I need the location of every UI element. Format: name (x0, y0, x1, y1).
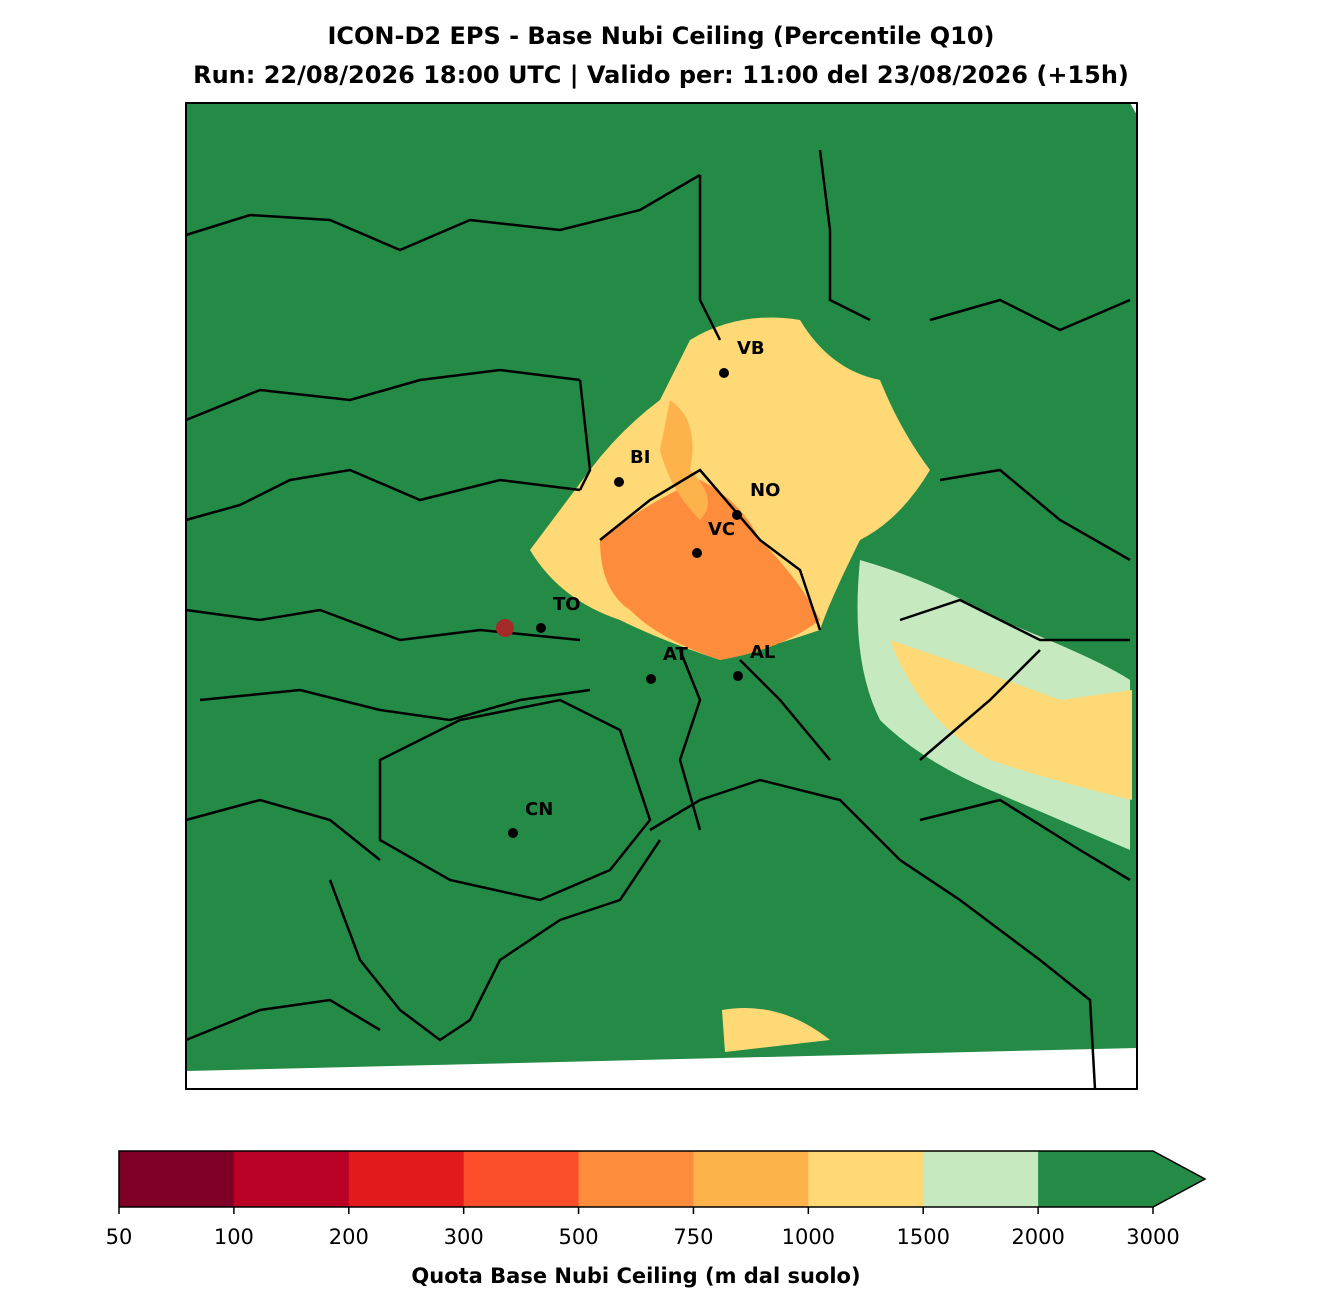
colorbar-tick-label: 100 (214, 1225, 254, 1249)
zone-1000 (890, 640, 1132, 800)
city-point (508, 828, 518, 838)
city-point (646, 674, 656, 684)
city-label: CN (525, 799, 553, 820)
colorbar-tick-label: 200 (329, 1225, 369, 1249)
city-point (614, 477, 624, 487)
colorbar-tick-label: 2000 (1011, 1225, 1064, 1249)
colorbar-segment (923, 1151, 1039, 1207)
city-point (719, 368, 729, 378)
colorbar-tick-label: 750 (673, 1225, 713, 1249)
colorbar-segment (463, 1151, 580, 1207)
city-point (692, 548, 702, 558)
colorbar-segment (233, 1151, 350, 1207)
colorbar-segment (348, 1151, 465, 1207)
zone-750 (660, 400, 708, 520)
zone-500 (600, 480, 820, 660)
colorbar-tick-label: 500 (559, 1225, 599, 1249)
colorbar-segment (693, 1151, 809, 1207)
map-frame (185, 102, 1138, 1090)
city-label: TO (553, 594, 581, 615)
colorbar-segment (808, 1151, 924, 1207)
location-marker (496, 619, 514, 637)
colorbar-tick-label: 3000 (1126, 1225, 1179, 1249)
zone-1000 (722, 1008, 830, 1052)
city-label: AT (663, 644, 689, 665)
colorbar-extension (1153, 1151, 1205, 1207)
colorbar-tick-label: 1500 (896, 1225, 949, 1249)
colorbar-outline (118, 1150, 1207, 1208)
colorbar-segment (1038, 1151, 1154, 1207)
colorbar-tick-label: 1000 (782, 1225, 835, 1249)
city-point (536, 623, 546, 633)
colorbar-tick-label: 300 (444, 1225, 484, 1249)
colorbar-label: Quota Base Nubi Ceiling (m dal suolo) (411, 1264, 860, 1288)
boundaries (185, 149, 1131, 1090)
colorbar: 50 100 200 300 500 750 1000 1500 2000 3000 (106, 1150, 1207, 1249)
title: ICON-D2 EPS - Base Nubi Ceiling (Percent… (327, 22, 994, 50)
colorbar-segment (578, 1151, 694, 1207)
city-label: VC (708, 519, 735, 540)
subtitle: Run: 22/08/2026 18:00 UTC | Valido per: … (193, 61, 1129, 89)
city-label: AL (750, 642, 775, 663)
city-point (733, 671, 743, 681)
map: VB BI NO VC TO AT AL CN (185, 102, 1138, 1090)
city-point (732, 510, 742, 520)
city-label: VB (737, 338, 765, 359)
colorbar-segment (119, 1151, 235, 1207)
colorbar-tick-label: 50 (106, 1225, 133, 1249)
city-label: NO (750, 480, 780, 501)
city-label: BI (630, 447, 650, 468)
